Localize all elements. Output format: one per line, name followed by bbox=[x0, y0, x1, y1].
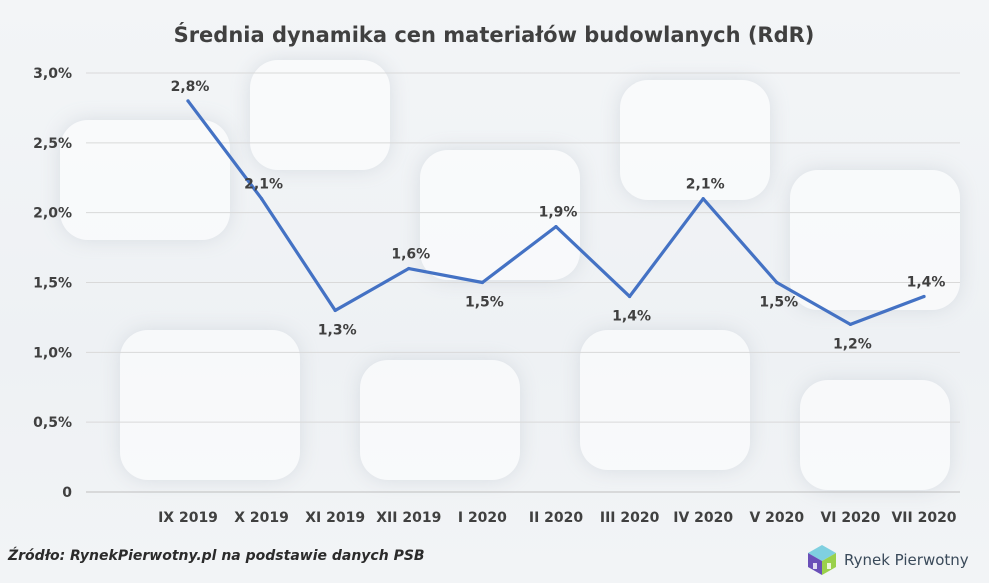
data-label: 1,4% bbox=[907, 274, 946, 290]
background-decoration bbox=[120, 330, 300, 480]
data-point bbox=[186, 99, 190, 103]
background-decoration bbox=[790, 170, 960, 310]
data-point bbox=[260, 197, 264, 201]
x-tick-label: XI 2019 bbox=[305, 510, 365, 526]
data-point bbox=[848, 322, 853, 326]
x-tick-label: I 2020 bbox=[458, 510, 507, 526]
data-point bbox=[554, 225, 558, 229]
chart-title: Średnia dynamika cen materiałów budowlan… bbox=[174, 22, 815, 47]
background-decoration bbox=[360, 360, 520, 480]
data-label: 1,2% bbox=[833, 336, 872, 352]
x-tick-label: IX 2019 bbox=[158, 510, 218, 526]
data-point bbox=[775, 280, 779, 285]
series-layer bbox=[186, 99, 926, 326]
y-tick-label: 3,0% bbox=[33, 66, 72, 82]
y-tick-label: 2,5% bbox=[33, 136, 72, 152]
background-decoration bbox=[580, 330, 750, 470]
data-labels: 2,8% 2,1% 1,3% 1,6% 1,5% 1,9% 1,4% 2,1% 1,5% 1,2%… bbox=[171, 79, 946, 352]
house-logo-icon bbox=[808, 545, 836, 575]
data-point bbox=[701, 197, 705, 201]
y-tick-label: 0 bbox=[62, 485, 72, 501]
background-decoration bbox=[620, 80, 770, 200]
data-label: 1,9% bbox=[539, 205, 578, 221]
x-tick-label: XII 2019 bbox=[376, 510, 441, 526]
brand-logo[interactable]: Rynek Pierwotny bbox=[806, 543, 969, 577]
data-point bbox=[922, 294, 926, 299]
x-tick-label: VII 2020 bbox=[891, 510, 956, 526]
logo-text: Rynek Pierwotny bbox=[844, 551, 969, 569]
data-label: 1,3% bbox=[318, 322, 357, 338]
background-decoration bbox=[800, 380, 950, 490]
y-tick-label: 1,5% bbox=[33, 276, 72, 292]
data-label: 2,1% bbox=[686, 177, 725, 193]
background-decoration bbox=[250, 60, 390, 170]
data-point bbox=[628, 294, 632, 299]
x-axis-ticks: IX 2019 X 2019 XI 2019 XII 2019 I 2020 II 202… bbox=[158, 510, 957, 526]
data-label: 1,5% bbox=[759, 295, 798, 311]
background-decoration bbox=[60, 120, 230, 240]
data-label: 2,8% bbox=[171, 79, 210, 95]
x-tick-label: II 2020 bbox=[529, 510, 584, 526]
data-label: 1,4% bbox=[612, 308, 651, 324]
data-label: 2,1% bbox=[244, 177, 283, 193]
data-point bbox=[333, 308, 337, 313]
data-label: 1,6% bbox=[391, 247, 430, 263]
x-tick-label: V 2020 bbox=[749, 510, 804, 526]
y-tick-label: 2,0% bbox=[33, 206, 72, 222]
x-tick-label: VI 2020 bbox=[820, 510, 880, 526]
y-tick-label: 1,0% bbox=[33, 345, 72, 361]
source-note: Źródło: RynekPierwotny.pl na podstawie d… bbox=[8, 548, 425, 564]
x-tick-label: IV 2020 bbox=[673, 510, 733, 526]
x-tick-label: III 2020 bbox=[600, 510, 660, 526]
data-point bbox=[407, 266, 411, 271]
grid bbox=[86, 72, 960, 493]
y-axis-ticks: 0 0,5% 1,0% 1,5% 2,0% 2,5% 3,0% bbox=[33, 66, 72, 501]
y-tick-label: 0,5% bbox=[33, 415, 72, 431]
x-tick-label: X 2019 bbox=[234, 510, 289, 526]
background-decoration bbox=[420, 150, 580, 280]
data-point bbox=[480, 280, 484, 285]
data-label: 1,5% bbox=[465, 295, 504, 311]
